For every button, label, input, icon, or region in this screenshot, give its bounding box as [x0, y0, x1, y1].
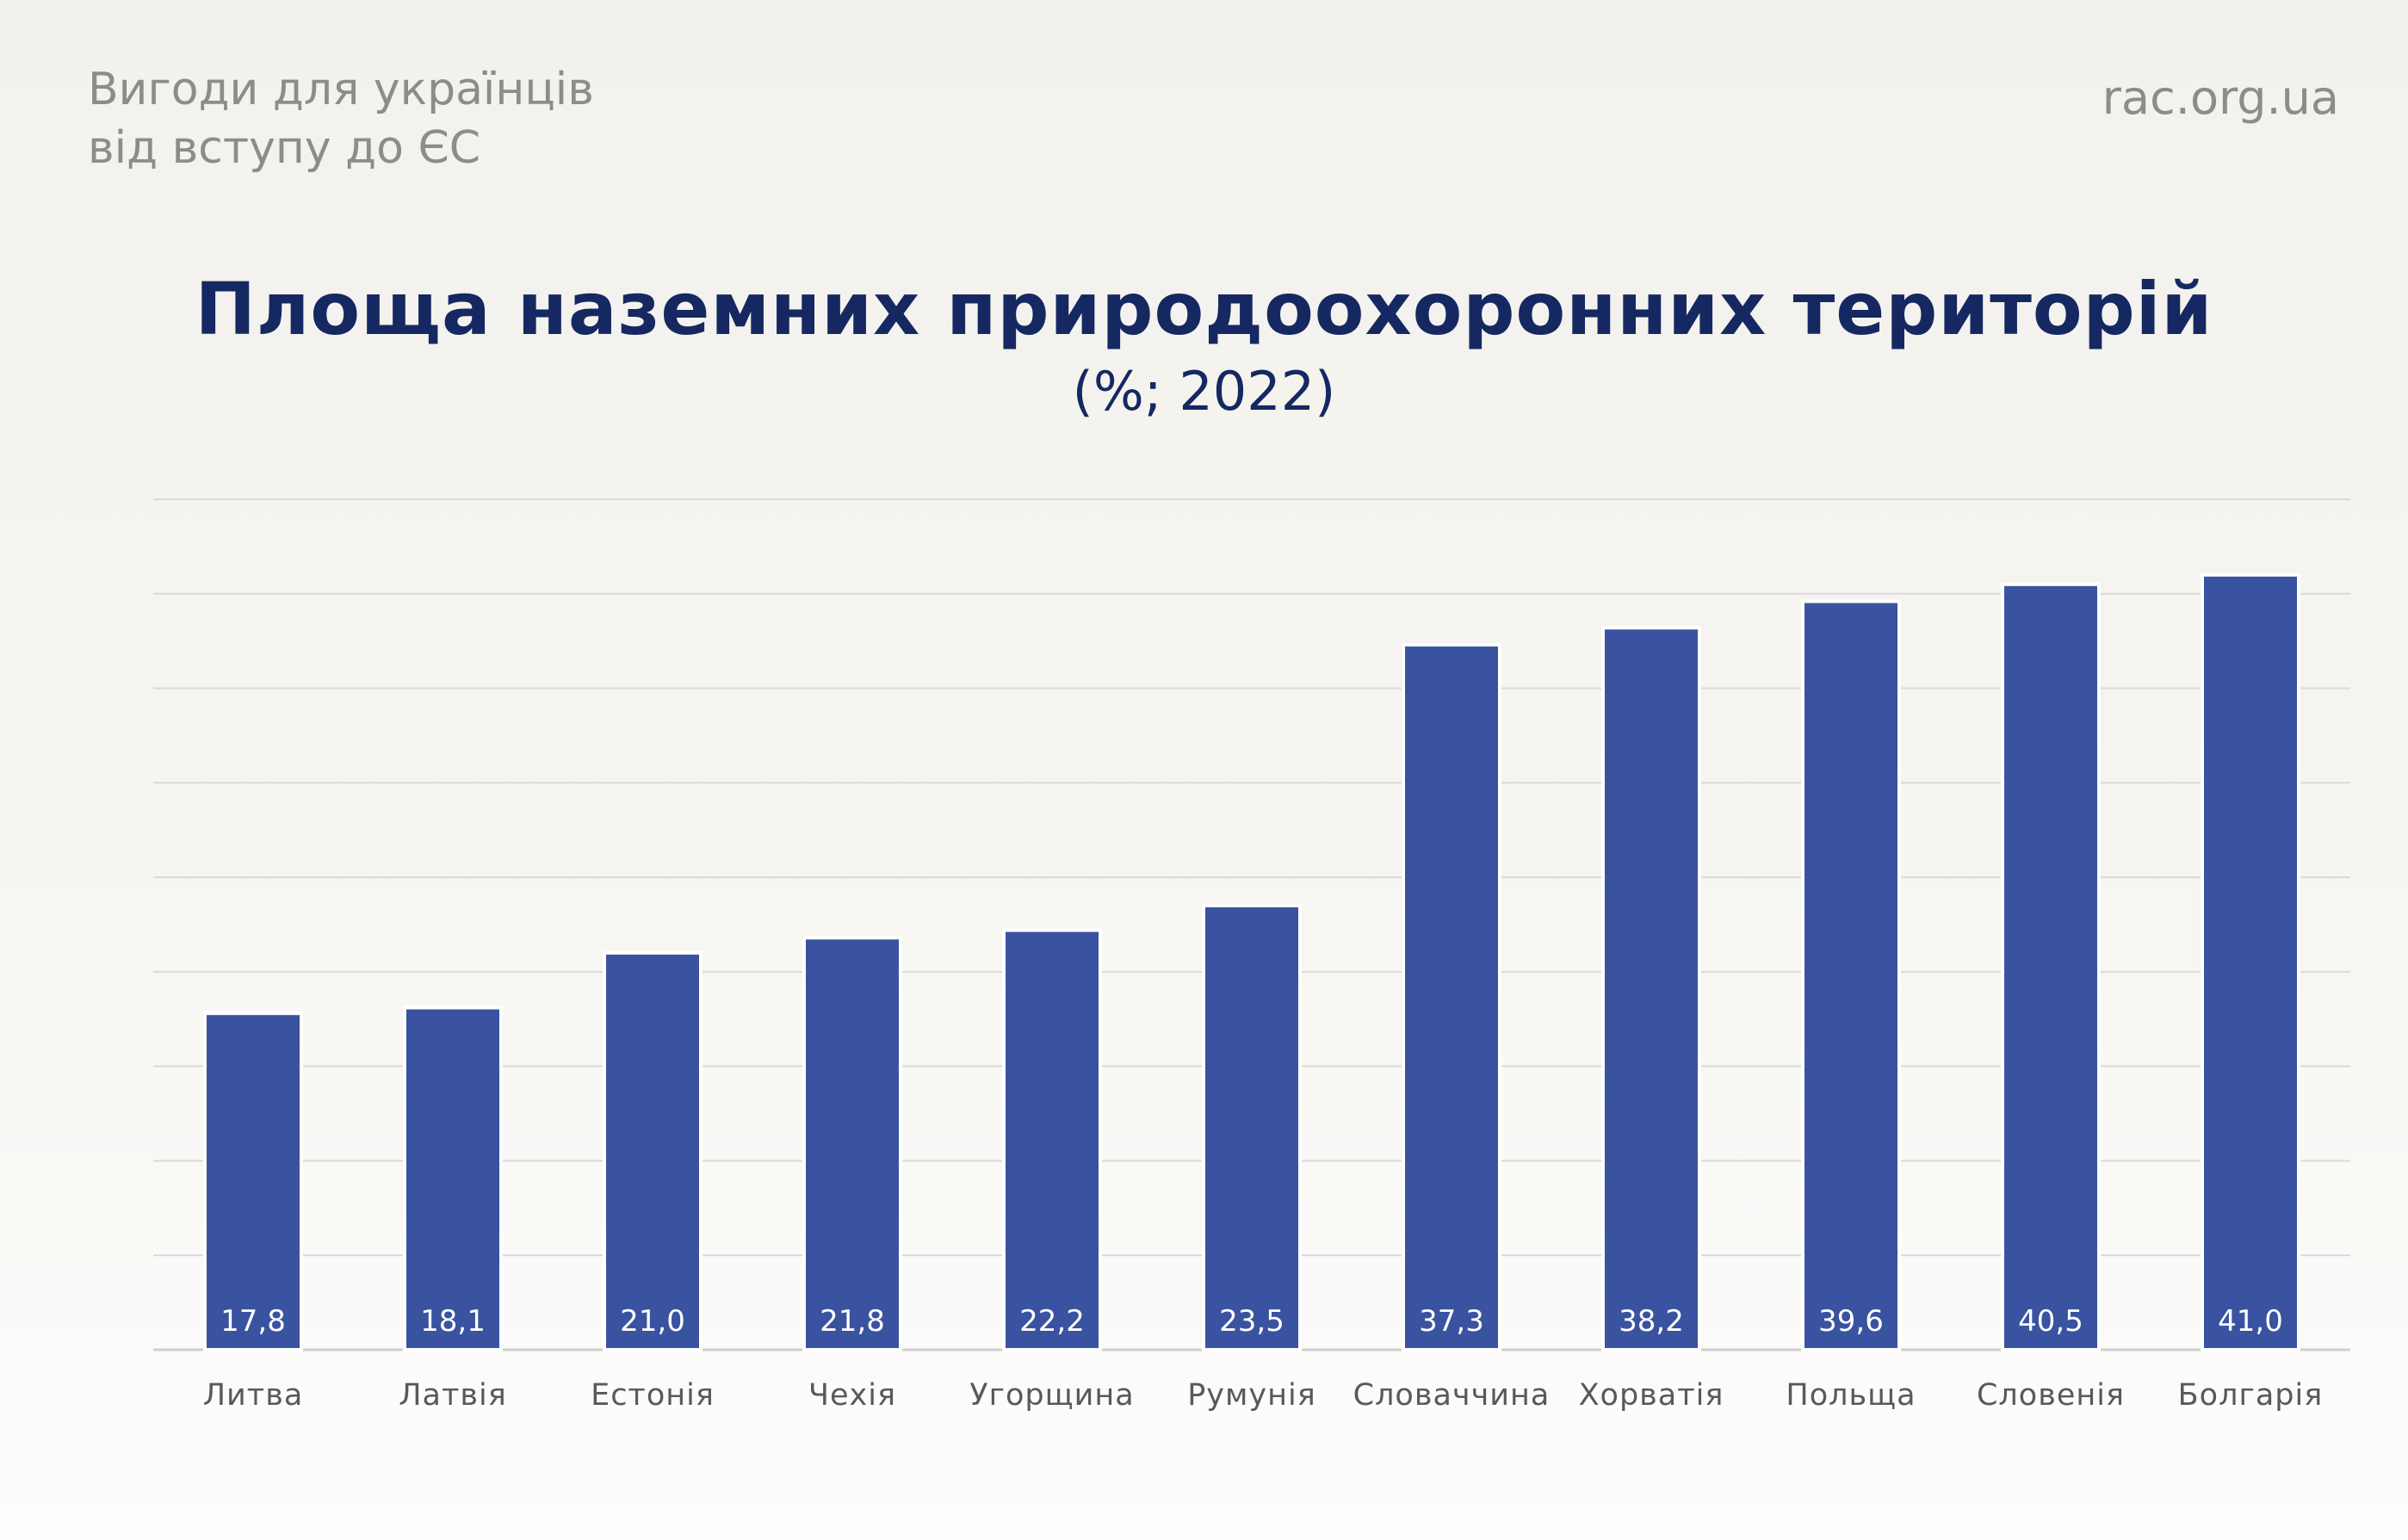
labels: 17,8 Литва 18,1 Латвія 21,0 Естонія 21,8 Чехія 2… — [203, 1304, 2324, 1413]
bar-value-label: 37,3 — [1419, 1304, 1484, 1339]
category-label: Словенія — [1977, 1378, 2125, 1413]
bars — [203, 572, 2300, 1352]
category-label: Хорватія — [1579, 1378, 1724, 1413]
bar — [603, 950, 703, 1352]
category-label: Латвія — [399, 1378, 507, 1413]
site-link[interactable]: rac.org.ua — [2102, 71, 2339, 125]
bar-value-label: 40,5 — [2018, 1304, 2083, 1339]
category-label: Польща — [1786, 1378, 1916, 1413]
bar — [1002, 928, 1102, 1351]
category-label: Румунія — [1187, 1378, 1316, 1413]
chart-title: Площа наземних природоохоронних територі… — [195, 267, 2213, 351]
bar — [1601, 626, 1701, 1351]
bar — [1402, 643, 1501, 1351]
bar — [1202, 904, 1302, 1351]
bar — [1801, 599, 1901, 1351]
bar-value-label: 17,8 — [220, 1304, 286, 1339]
bar-value-label: 38,2 — [1619, 1304, 1684, 1339]
bar-value-label: 23,5 — [1219, 1304, 1284, 1339]
bar — [2201, 572, 2300, 1351]
category-label: Естонія — [591, 1378, 715, 1413]
category-label: Словаччина — [1353, 1378, 1551, 1413]
category-label: Болгарія — [2178, 1378, 2324, 1413]
category-label: Угорщина — [969, 1378, 1134, 1413]
bar-value-label: 21,8 — [820, 1304, 885, 1339]
bar-value-label: 18,1 — [420, 1304, 486, 1339]
bar — [2001, 582, 2101, 1351]
bar-value-label: 39,6 — [1818, 1304, 1884, 1339]
brand-line-2: від вступу до ЄС — [88, 122, 481, 174]
bar — [203, 1011, 303, 1352]
category-label: Чехія — [808, 1378, 896, 1413]
bar-value-label: 41,0 — [2218, 1304, 2283, 1339]
bar-value-label: 21,0 — [620, 1304, 685, 1339]
brand-line-1: Вигоди для українців — [88, 64, 594, 115]
bar — [802, 936, 902, 1351]
brand-text: Вигоди для українців від вступу до ЄС — [88, 60, 594, 177]
category-label: Литва — [203, 1378, 304, 1413]
chart-subtitle: (%; 2022) — [1072, 360, 1336, 423]
bar-value-label: 22,2 — [1019, 1304, 1085, 1339]
bar — [403, 1005, 503, 1352]
